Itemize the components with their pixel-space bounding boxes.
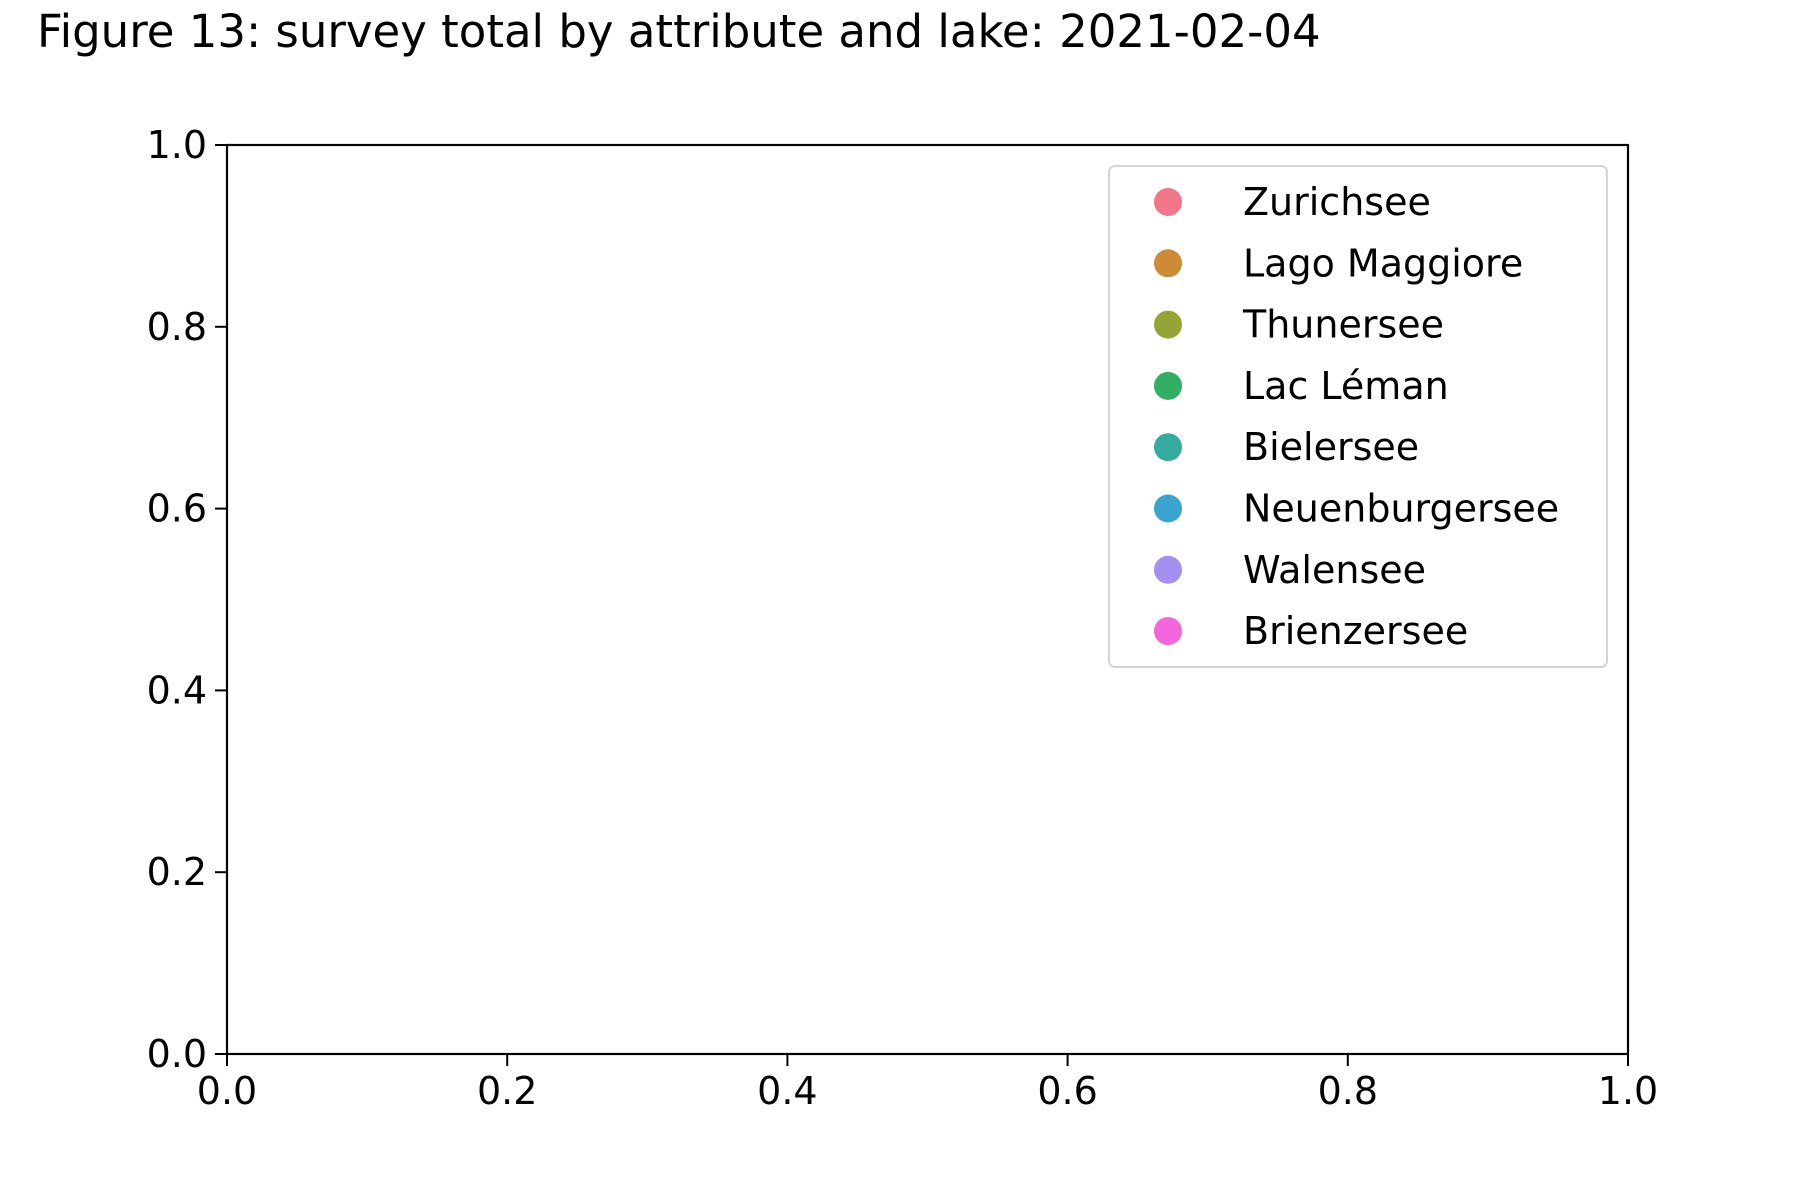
chart-title: Figure 13: survey total by attribute and…: [37, 5, 1321, 58]
x-tick-label: 0.2: [477, 1069, 537, 1113]
y-tick-label: 0.2: [147, 850, 207, 894]
x-tick-label: 0.6: [1037, 1069, 1097, 1113]
legend-marker: [1154, 188, 1182, 216]
legend-marker: [1154, 555, 1182, 584]
x-tick-label: 1.0: [1598, 1069, 1658, 1113]
plot-frame: [225, 143, 1630, 1056]
legend-label: Walensee: [1243, 548, 1426, 592]
legend-label: Bielersee: [1243, 425, 1419, 469]
legend: Zurichsee Lago Maggiore Thunersee Lac Léman…: [1108, 165, 1608, 668]
legend-marker: [1154, 617, 1182, 646]
legend-label: Lac Léman: [1243, 364, 1449, 408]
x-tick-label: 0.8: [1318, 1069, 1378, 1113]
plot-area: [225, 143, 1630, 1056]
legend-marker: [1154, 249, 1182, 278]
legend-label: Neuenburgersee: [1243, 487, 1559, 531]
x-tick-label: 0.4: [757, 1069, 817, 1113]
y-tick-label: 0.6: [147, 487, 207, 531]
y-axis: 0.0 0.2 0.4 0.6 0.8 1.0: [147, 123, 227, 1076]
legend-box: [1108, 165, 1608, 668]
y-tick-label: 0.4: [147, 668, 207, 712]
y-tick-label: 0.0: [147, 1032, 207, 1076]
legend-label: Zurichsee: [1243, 180, 1431, 224]
legend-marker: [1154, 310, 1182, 339]
legend-label: Brienzersee: [1243, 609, 1468, 653]
x-tick-label: 0.0: [197, 1069, 257, 1113]
legend-marker: [1154, 433, 1182, 462]
legend-marker: [1154, 494, 1182, 523]
legend-label: Lago Maggiore: [1243, 241, 1523, 285]
x-axis: 0.0 0.2 0.4 0.6 0.8 1.0: [197, 1054, 1658, 1113]
legend-label: Thunersee: [1242, 303, 1444, 347]
y-tick-label: 1.0: [147, 123, 207, 167]
y-tick-label: 0.8: [147, 305, 207, 349]
legend-marker: [1154, 371, 1182, 400]
